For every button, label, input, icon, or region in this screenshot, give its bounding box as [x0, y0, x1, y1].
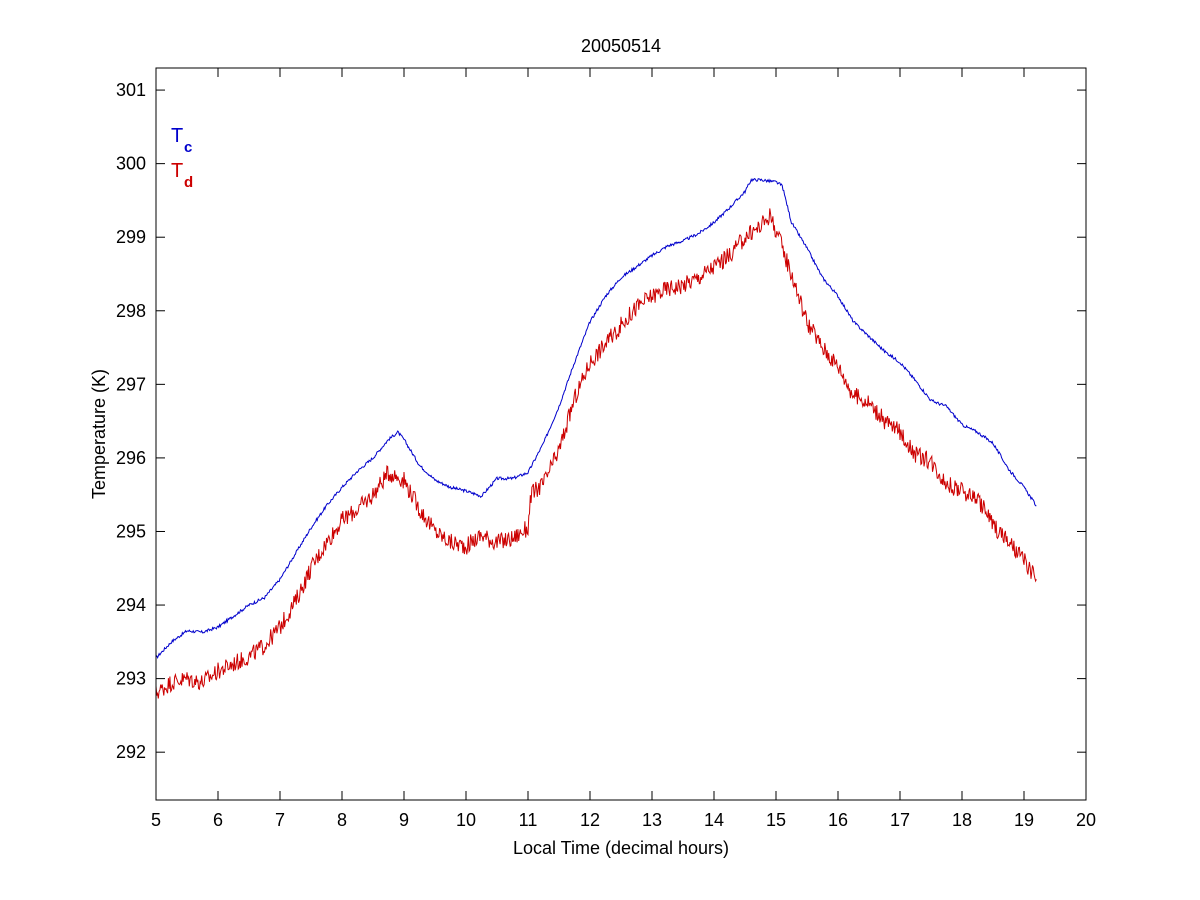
y-tick-label: 292 [116, 742, 146, 762]
x-tick-label: 7 [275, 810, 285, 830]
x-tick-label: 16 [828, 810, 848, 830]
x-tick-label: 14 [704, 810, 724, 830]
x-tick-label: 10 [456, 810, 476, 830]
x-tick-label: 12 [580, 810, 600, 830]
y-tick-label: 294 [116, 595, 146, 615]
x-tick-label: 5 [151, 810, 161, 830]
series-line-Td [155, 208, 1037, 699]
y-tick-label: 297 [116, 374, 146, 394]
x-tick-label: 9 [399, 810, 409, 830]
legend-label: T [171, 125, 183, 147]
series-line-Tc [155, 177, 1037, 659]
axis-layer: 5 6 7 8 9 10 11 12 13 14 15 16 17 18 19 20 292 293 294 295 2… [116, 68, 1096, 830]
x-tick-label: 17 [890, 810, 910, 830]
chart-title: 20050514 [581, 36, 661, 56]
y-tick-label: 295 [116, 521, 146, 541]
y-tick-label: 300 [116, 154, 146, 174]
y-tick-label: 299 [116, 227, 146, 247]
y-tick-label: 296 [116, 448, 146, 468]
legend-subscript: c [184, 139, 192, 156]
x-tick-label: 19 [1014, 810, 1034, 830]
y-axis-title: Temperature (K) [89, 369, 109, 499]
x-tick-label: 6 [213, 810, 223, 830]
x-tick-label: 20 [1076, 810, 1096, 830]
y-tick-label: 298 [116, 301, 146, 321]
series-layer [155, 177, 1037, 699]
legend-label: T [171, 160, 183, 182]
plot-area-frame [155, 67, 1087, 801]
legend-subscript: d [184, 174, 193, 191]
x-tick-label: 11 [519, 810, 538, 830]
y-tick-label: 301 [116, 80, 146, 100]
x-axis-title: Local Time (decimal hours) [513, 838, 729, 858]
x-tick-label: 8 [337, 810, 347, 830]
x-tick-label: 13 [642, 810, 662, 830]
y-tick-label: 293 [116, 669, 146, 689]
x-tick-label: 18 [952, 810, 972, 830]
x-tick-label: 15 [766, 810, 786, 830]
